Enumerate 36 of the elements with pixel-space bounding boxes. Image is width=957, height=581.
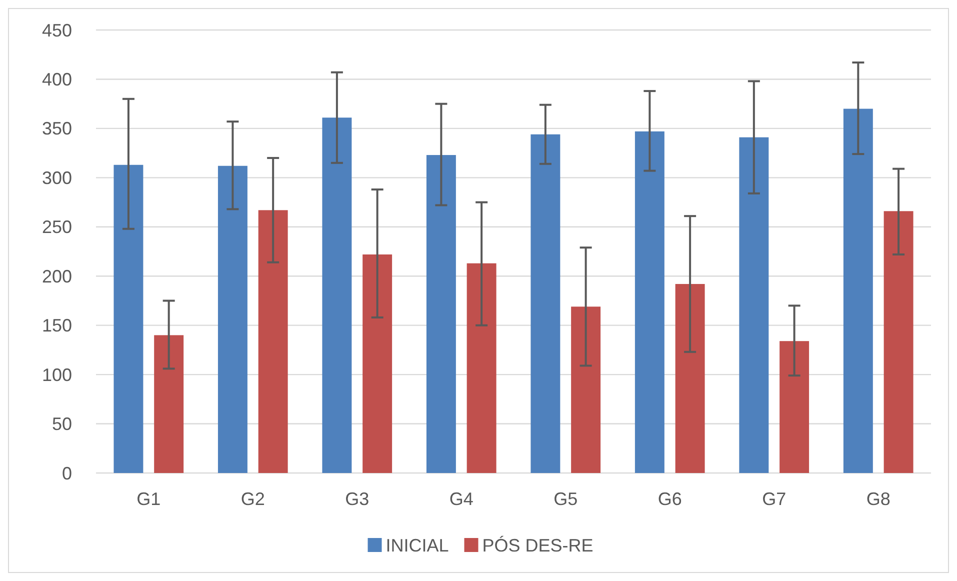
x-tick-label: G2 <box>240 489 265 509</box>
bar <box>571 306 601 473</box>
x-tick-label: G5 <box>554 489 578 509</box>
bar <box>634 131 664 473</box>
legend-label: INICIAL <box>386 535 449 556</box>
bar <box>114 164 144 473</box>
bar <box>466 263 496 473</box>
bar <box>530 134 560 473</box>
x-tick-label: G8 <box>866 489 890 509</box>
y-tick-label: 50 <box>52 414 72 434</box>
bar <box>780 341 810 473</box>
bar <box>154 335 184 473</box>
bar <box>322 118 352 473</box>
legend-label: PÓS DES-RE <box>482 535 594 556</box>
bar <box>739 137 769 473</box>
y-tick-label: 100 <box>42 364 72 385</box>
bar <box>362 254 392 473</box>
x-tick-label: G1 <box>136 489 161 509</box>
bar <box>426 155 456 473</box>
bar <box>218 166 248 473</box>
bar <box>675 284 705 473</box>
bar <box>843 108 873 473</box>
y-tick-label: 150 <box>42 316 72 336</box>
y-tick-label: 250 <box>42 217 72 238</box>
x-tick-label: G6 <box>658 489 682 509</box>
y-tick-label: 300 <box>42 168 72 188</box>
y-tick-label: 200 <box>42 266 72 286</box>
y-tick-label: 450 <box>42 20 72 40</box>
x-tick-label: G7 <box>762 489 786 509</box>
bar <box>258 210 288 473</box>
bar <box>884 211 914 473</box>
y-tick-label: 400 <box>42 70 72 90</box>
x-tick-label: G4 <box>449 489 474 509</box>
x-tick-label: G3 <box>345 489 370 509</box>
y-tick-label: 350 <box>42 118 72 139</box>
y-tick-label: 0 <box>62 463 72 484</box>
